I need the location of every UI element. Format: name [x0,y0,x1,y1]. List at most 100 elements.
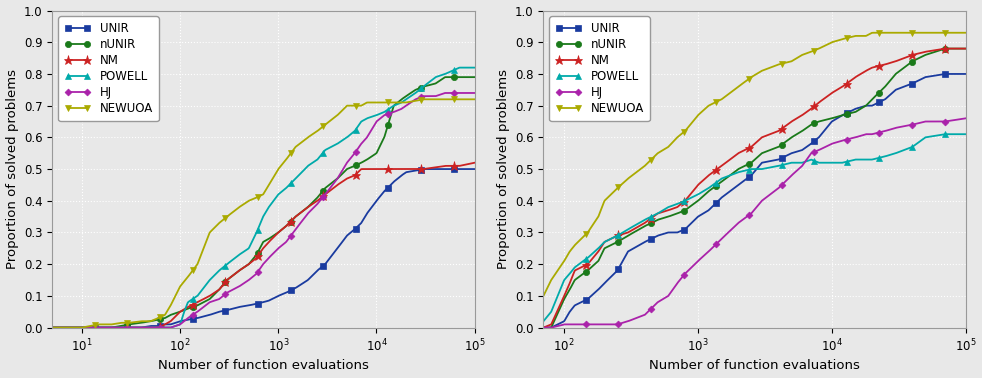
NEWUOA [296,140,307,145]
NEWUOA [646,156,658,161]
HJ [440,91,452,95]
NEWUOA [155,314,167,319]
UNIR [855,105,867,109]
NM [820,95,832,100]
NM [729,154,740,158]
POWELL [329,143,341,147]
NM [787,119,798,123]
NEWUOA [329,115,341,120]
POWELL [820,160,832,165]
Legend: UNIR, nUNIR, NM, POWELL, HJ, NEWUOA: UNIR, nUNIR, NM, POWELL, HJ, NEWUOA [58,17,159,121]
nUNIR [440,75,452,79]
HJ [364,130,376,134]
HJ [329,180,341,185]
nUNIR [646,220,658,225]
nUNIR [613,239,625,244]
Line: nUNIR: nUNIR [49,74,478,331]
UNIR [418,167,430,171]
HJ [296,220,307,224]
NEWUOA [787,59,798,63]
Line: HJ: HJ [50,91,477,330]
Line: NEWUOA: NEWUOA [49,96,478,331]
POWELL [238,249,249,254]
Line: UNIR: UNIR [540,71,969,331]
POWELL [122,325,134,330]
UNIR [329,250,341,254]
UNIR [537,325,549,330]
NEWUOA [46,325,58,330]
NM [537,325,549,330]
nUNIR [296,210,307,214]
Line: NM: NM [48,158,479,332]
Line: UNIR: UNIR [49,166,478,331]
nUNIR [787,135,798,139]
nUNIR [959,46,971,51]
POWELL [787,160,798,165]
Line: NEWUOA: NEWUOA [540,29,969,299]
NEWUOA [122,321,134,325]
HJ [959,116,971,121]
POWELL [46,325,58,330]
UNIR [613,267,625,271]
POWELL [296,170,307,175]
POWELL [855,157,867,162]
NM [46,325,58,330]
nUNIR [820,118,832,122]
Line: HJ: HJ [541,116,968,330]
HJ [537,325,549,330]
Y-axis label: Proportion of solved problems: Proportion of solved problems [497,69,510,269]
POWELL [729,171,740,176]
NM [296,210,307,214]
nUNIR [155,317,167,321]
NEWUOA [613,185,625,190]
UNIR [820,127,832,132]
Line: NM: NM [539,44,970,332]
NM [940,46,952,51]
HJ [46,325,58,330]
NEWUOA [855,34,867,38]
HJ [729,224,740,229]
POWELL [959,132,971,136]
UNIR [238,304,249,308]
POWELL [155,325,167,330]
NEWUOA [537,294,549,298]
POWELL [646,214,658,218]
POWELL [940,132,952,136]
Legend: UNIR, nUNIR, NM, POWELL, HJ, NEWUOA: UNIR, nUNIR, NM, POWELL, HJ, NEWUOA [549,17,650,121]
POWELL [613,233,625,237]
HJ [855,133,867,138]
NM [329,185,341,189]
nUNIR [855,106,867,111]
HJ [155,325,167,330]
NM [364,167,376,171]
NEWUOA [729,87,740,92]
UNIR [46,325,58,330]
nUNIR [468,75,480,79]
NEWUOA [364,100,376,105]
NM [959,46,971,51]
nUNIR [940,46,952,51]
HJ [646,305,658,310]
UNIR [155,323,167,328]
UNIR [122,325,134,330]
NM [646,215,658,220]
UNIR [364,207,376,211]
UNIR [940,72,952,76]
NM [613,233,625,238]
HJ [238,281,249,286]
nUNIR [122,322,134,327]
NM [122,325,134,330]
NM [238,265,249,270]
UNIR [959,72,971,76]
POWELL [468,65,480,70]
UNIR [468,167,480,171]
NEWUOA [238,202,249,206]
POWELL [537,319,549,324]
Line: POWELL: POWELL [540,131,969,324]
POWELL [364,115,376,119]
NM [155,324,167,328]
HJ [122,325,134,330]
nUNIR [729,170,740,174]
NEWUOA [867,31,879,35]
HJ [468,91,480,95]
